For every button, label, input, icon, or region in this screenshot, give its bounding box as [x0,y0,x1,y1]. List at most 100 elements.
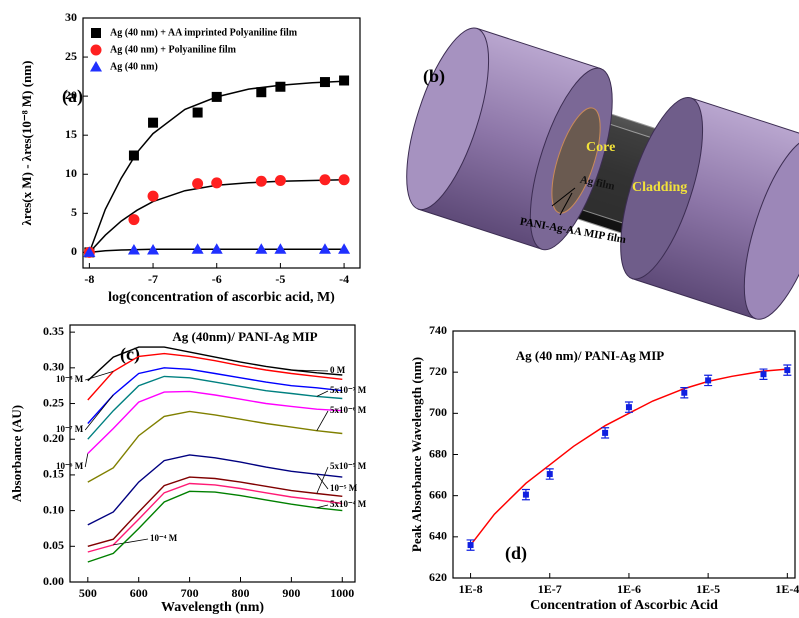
curve-label-arrow [84,453,89,468]
x-tick-label: 1E-4 [775,582,799,596]
y-tick-label: 0.35 [43,324,64,338]
panel-label: (d) [505,543,527,564]
marker [319,77,330,88]
marker [275,81,286,92]
x-tick-label: -8 [84,272,94,286]
core-face [551,107,601,214]
panel-label: (c) [120,344,140,365]
left-end [406,27,490,211]
panel-label: (b) [423,66,445,87]
x-axis-label: log(concentration of ascorbic acid, M) [108,290,335,305]
y-tick-label: 0.00 [43,574,64,588]
marker [192,107,203,118]
y-tick-label: 0.30 [43,360,64,374]
marker [147,244,160,255]
marker [681,389,688,396]
curve-label: 5x10⁻⁷ M [330,385,367,395]
marker [147,190,159,202]
marker [338,174,350,186]
marker [128,150,139,161]
y-tick-label: 5 [71,205,77,219]
y-tick-label: 0.20 [43,431,64,445]
y-tick-label: 30 [65,10,77,24]
series-line [87,346,343,382]
curve-label-arrow [113,538,149,546]
x-tick-label: 1E-5 [696,582,720,596]
marker [274,243,287,254]
legend-marker [90,44,102,56]
marker [191,243,204,254]
curve-label-arrow [316,390,329,397]
fit-line [470,368,788,546]
marker [339,75,350,86]
series-line [87,454,343,526]
marker [784,367,791,374]
y-tick-label: 15 [65,127,77,141]
series-line [87,476,343,547]
marker [625,404,632,411]
cladding-label: Cladding [632,180,687,195]
right-inner-face [620,96,704,280]
x-tick-label: 1E-6 [617,582,641,596]
series-line [87,375,343,440]
x-tick-label: 1E-8 [459,582,483,596]
x-tick-label: 1E-7 [538,582,562,596]
y-tick-label: 0 [71,244,77,258]
marker [83,246,96,257]
marker [256,87,267,98]
marker [546,471,553,478]
chart-title: Ag (40 nm)/ PANI-Ag MIP [516,348,665,363]
curve-label-arrow [84,394,114,431]
series-line [87,490,343,563]
marker [602,429,609,436]
marker [127,244,140,255]
ag-film-arrow [551,187,576,207]
marker [760,371,767,378]
marker [192,178,204,190]
curve-label: 0 M [330,365,346,375]
series-line [87,390,343,454]
marker [522,491,529,498]
marker [148,117,159,128]
marker [318,243,331,254]
marker [274,175,286,186]
curve-label: 10⁻⁴ M [150,533,178,543]
marker [255,175,267,187]
y-tick-label: 660 [429,487,447,501]
y-tick-label: 0.10 [43,502,64,516]
marker [319,174,331,186]
curve-label-arrow [85,371,114,381]
y-tick-label: 740 [429,323,447,337]
fit-line [88,178,345,253]
legend-marker [91,28,101,38]
y-tick-label: 680 [429,446,447,460]
marker [211,177,223,189]
plot-frame [82,17,361,269]
x-axis-label: Concentration of Ascorbic Acid [530,598,718,613]
y-tick-label: 620 [429,570,447,584]
series-line [87,352,343,401]
y-tick-label: 10 [65,166,77,180]
curve-label: 10⁻⁷ M [56,424,84,434]
plot-frame [69,324,356,583]
curve-label: 10⁻⁸ M [56,374,84,384]
x-tick-label: 600 [130,586,148,600]
chart-title: Ag (40nm)/ PANI-Ag MIP [172,329,317,344]
y-tick-label: 20 [65,88,77,102]
y-tick-label: 0.15 [43,467,64,481]
marker [211,91,222,102]
x-tick-label: -4 [339,272,349,286]
legend-marker [90,61,102,72]
legend-label: Ag (40 nm) + Polyaniline film [110,44,237,55]
y-axis-label: λres(x M) - λres(10⁻⁸ M) (nm) [19,61,34,226]
fiber-diagram [406,27,799,320]
curve-label: 10⁻⁶ M [56,461,84,471]
x-axis-label: Wavelength (nm) [161,600,264,615]
x-tick-label: -7 [148,272,158,286]
panel-label: (a) [62,86,83,107]
y-tick-label: 720 [429,364,447,378]
marker [338,243,351,254]
marker [255,243,268,254]
